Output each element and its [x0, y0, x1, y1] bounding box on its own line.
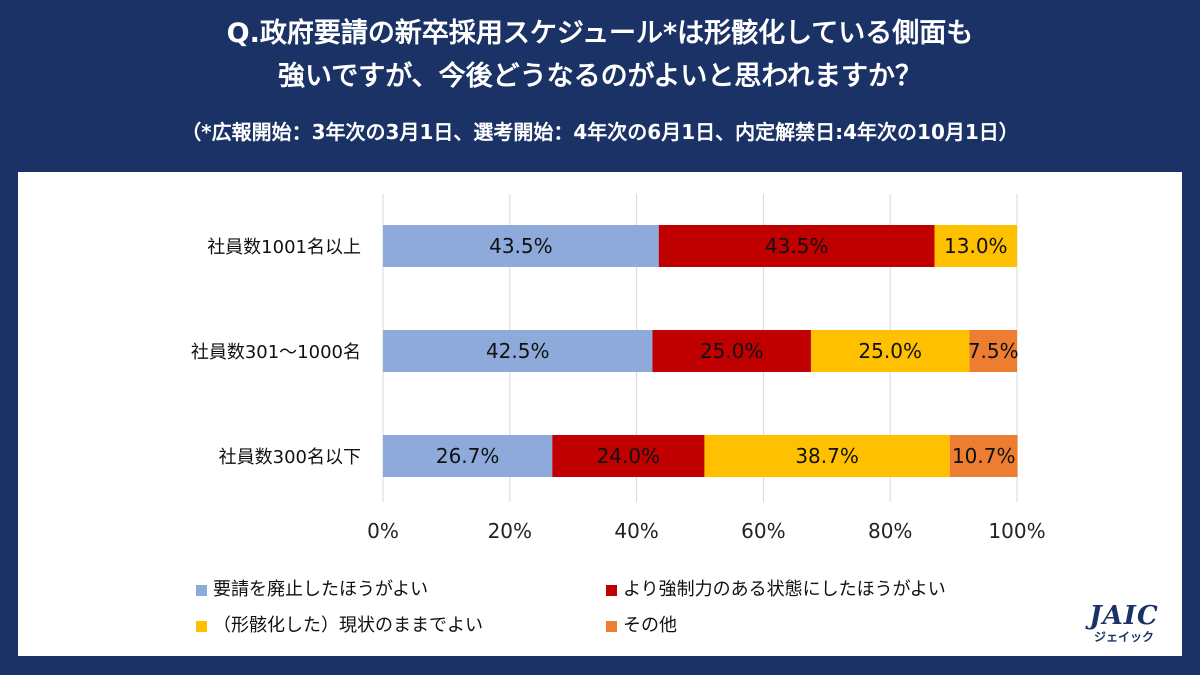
x-tick-label: 60%	[741, 519, 785, 543]
data-label: 43.5%	[489, 234, 553, 258]
logo-text: JAIC	[1089, 601, 1159, 631]
bar-segment	[383, 435, 553, 477]
x-tick-label: 100%	[988, 519, 1045, 543]
legend-swatch	[606, 620, 617, 632]
logo-subtext: ジェイック	[1093, 630, 1154, 644]
legend-item-abolish: 要請を廃止したほうがよい	[196, 578, 428, 602]
data-label: 42.5%	[486, 339, 550, 363]
x-tick-label: 20%	[488, 519, 532, 543]
legend-swatch	[606, 584, 617, 596]
bar-segment	[934, 225, 1017, 267]
bar-segment	[969, 330, 1017, 372]
data-label: 25.0%	[858, 339, 922, 363]
bar-segment	[658, 225, 935, 267]
category-label: 社員数300名以下	[219, 447, 361, 468]
x-tick-label: 40%	[614, 519, 658, 543]
legend-label: より強制力のある状態にしたほうがよい	[623, 579, 946, 600]
legend-item-enforce: より強制力のある状態にしたほうがよい	[606, 578, 946, 602]
bar-segment	[383, 330, 653, 372]
legend-swatch	[196, 620, 207, 632]
legend-label: その他	[623, 615, 677, 636]
subtitle: （*広報開始：3年次の3月1日、選考開始：4年次の6月1日、内定解禁日:4年次の…	[181, 120, 1019, 144]
data-label: 43.5%	[765, 234, 829, 258]
stacked-bar-chart: 0% 20% 40% 60% 80% 100% 社員数1001名以上社員数301～1000名…	[191, 194, 1046, 543]
bar-segment	[652, 330, 811, 372]
x-tick-label: 0%	[367, 519, 399, 543]
data-label: 38.7%	[795, 444, 859, 468]
data-label: 24.0%	[597, 444, 661, 468]
legend-label: 要請を廃止したほうがよい	[213, 579, 429, 600]
jaic-logo: JAIC ジェイック	[1084, 602, 1164, 644]
data-label: 10.7%	[952, 444, 1016, 468]
bar-segment	[949, 435, 1018, 477]
legend-swatch	[196, 584, 207, 596]
legend-item-status-quo: （形骸化した）現状のままでよい	[196, 614, 483, 638]
chart-panel: 0% 20% 40% 60% 80% 100% 社員数1001名以上社員数301～1000名…	[18, 172, 1182, 656]
bar-segment	[552, 435, 705, 477]
category-label: 社員数301～1000名	[191, 342, 361, 363]
bar-segment	[383, 225, 659, 267]
title-line-2: 強いですが、今後どうなるのがよいと思われますか？	[278, 61, 922, 92]
x-tick-label: 80%	[868, 519, 912, 543]
category-label: 社員数1001名以上	[207, 237, 361, 258]
data-label: 13.0%	[944, 234, 1008, 258]
title-line-1: Q.政府要請の新卒採用スケジュール*は形骸化している側面も	[226, 18, 974, 49]
legend-label: （形骸化した）現状のままでよい	[213, 615, 483, 636]
data-label: 25.0%	[700, 339, 764, 363]
data-label: 26.7%	[436, 444, 500, 468]
data-label: 7.5%	[968, 339, 1019, 363]
bar-segment	[704, 435, 950, 477]
legend-item-other: その他	[606, 614, 677, 638]
bar-segment	[810, 330, 970, 372]
